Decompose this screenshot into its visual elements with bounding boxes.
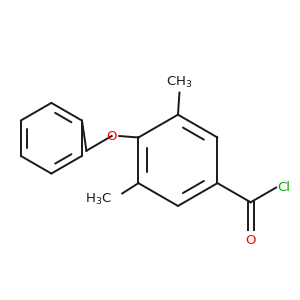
Text: Cl: Cl <box>277 181 290 194</box>
Text: O: O <box>106 130 116 142</box>
Text: H$_3$C: H$_3$C <box>85 192 112 207</box>
Text: O: O <box>245 234 256 247</box>
Text: CH$_3$: CH$_3$ <box>166 74 193 90</box>
